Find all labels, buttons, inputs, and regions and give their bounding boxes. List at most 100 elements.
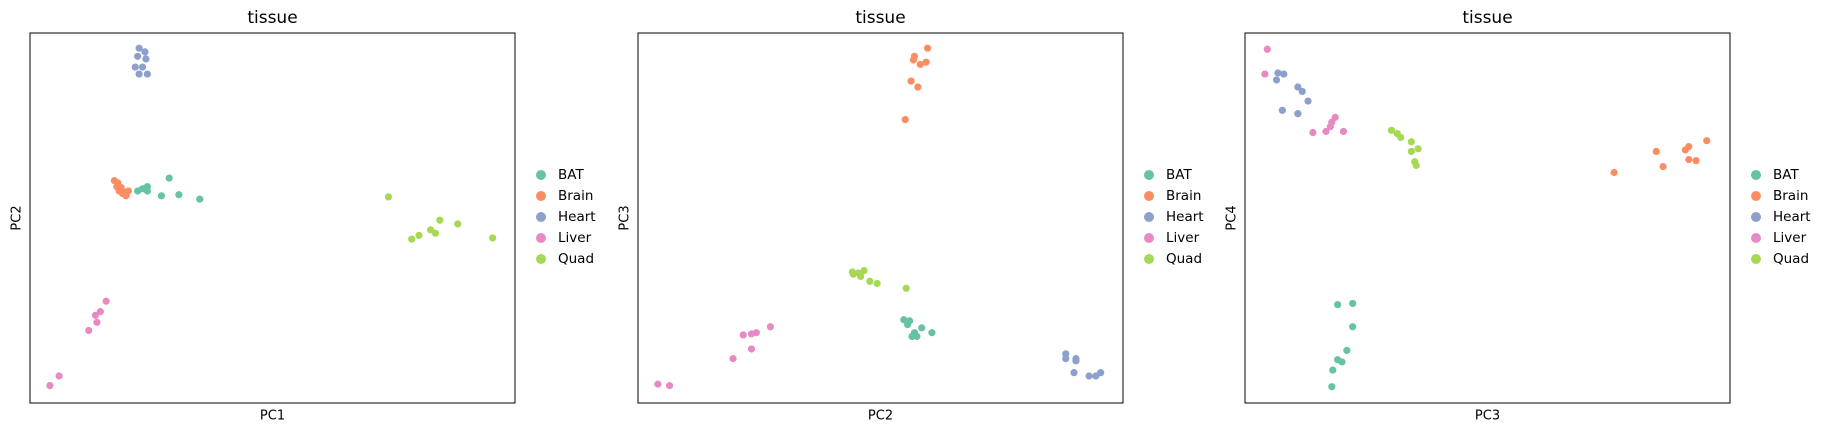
scatter-point: [1309, 128, 1317, 137]
scatter-point: [907, 77, 915, 85]
scatter-point: [1274, 69, 1282, 77]
scatter-point: [923, 44, 932, 52]
scatter-point: [91, 311, 100, 319]
scatter-point: [1097, 369, 1105, 377]
scatter-point: [408, 235, 416, 243]
scatter-panel: tissue PC3 PC4 BAT Brain Heart Liver Quad: [1225, 8, 1811, 424]
scatter-point: [1304, 97, 1312, 105]
legend: BAT Brain Heart Liver Quad: [1144, 167, 1204, 267]
scatter-point: [873, 279, 881, 288]
scatter-point: [85, 326, 93, 335]
scatter-point: [165, 174, 173, 182]
scatter-point: [196, 195, 204, 203]
scatter-point: [1280, 70, 1288, 78]
scatter-point: [729, 355, 737, 363]
scatter-point: [102, 297, 110, 305]
scatter-point: [1263, 45, 1271, 53]
y-axis-label: PC3: [618, 205, 633, 230]
legend-label: Liver: [1166, 230, 1200, 246]
scatter-point: [143, 187, 151, 195]
scatter-point: [1412, 161, 1420, 170]
scatter-point: [415, 231, 423, 239]
scatter-point: [928, 329, 936, 337]
scatter-point: [135, 70, 143, 78]
scatter-point: [119, 189, 127, 198]
scatter-point: [142, 55, 150, 63]
scatter-point: [1610, 168, 1618, 177]
legend-label: Brain: [1166, 188, 1201, 204]
scatter-point: [1397, 133, 1405, 141]
scatter-point: [1343, 346, 1351, 355]
legend-marker: [536, 170, 546, 180]
legend-marker: [536, 233, 546, 243]
legend-label: BAT: [1773, 167, 1799, 183]
chart-title: tissue: [247, 8, 297, 28]
legend-label: Heart: [1773, 209, 1811, 225]
scatter-point: [1681, 146, 1689, 154]
legend-label: Brain: [1773, 188, 1808, 204]
legend-marker: [1751, 254, 1761, 264]
scatter-point: [866, 277, 874, 285]
chart-title: tissue: [855, 8, 905, 28]
scatter-point: [1294, 83, 1302, 91]
scatter-point: [654, 380, 662, 388]
scatter-point: [384, 193, 393, 201]
scatter-point: [857, 272, 865, 281]
scatter-point: [134, 52, 142, 60]
scatter-point: [1703, 137, 1711, 145]
scatter-point: [489, 234, 497, 242]
scatter-point: [157, 192, 166, 200]
scatter-point: [766, 323, 775, 331]
legend-marker: [1751, 170, 1761, 180]
legend-marker: [1144, 191, 1154, 201]
scatter-point: [1414, 145, 1422, 153]
scatter-point: [1338, 358, 1346, 366]
legend-label: Heart: [1166, 209, 1204, 225]
scatter-point: [1685, 155, 1693, 164]
x-axis-label: PC1: [260, 409, 285, 424]
scatter-point: [1328, 383, 1336, 391]
scatter-point: [1070, 369, 1078, 377]
scatter-point: [1261, 70, 1269, 78]
scatter-point: [909, 56, 918, 64]
legend: BAT Brain Heart Liver Quad: [1751, 167, 1811, 267]
legend-label: Liver: [1773, 230, 1807, 246]
scatter-point: [93, 318, 101, 326]
legend-marker: [536, 191, 546, 201]
scatter-point: [1659, 162, 1667, 171]
legend-label: Quad: [558, 251, 594, 267]
legend-label: Liver: [558, 230, 592, 246]
scatter-point: [1294, 110, 1302, 118]
scatter-point: [913, 332, 921, 340]
scatter-point: [904, 320, 912, 329]
scatter-point: [860, 266, 868, 275]
chart-title: tissue: [1462, 8, 1512, 28]
legend-marker: [1144, 212, 1154, 222]
scatter-point: [138, 63, 147, 71]
scatter-point: [849, 270, 857, 278]
scatter-point: [1278, 106, 1286, 114]
legend-label: BAT: [1166, 167, 1192, 183]
scatter-point: [141, 48, 149, 56]
scatter-point: [747, 345, 756, 353]
scatter-point: [1407, 147, 1415, 155]
scatter-point: [1326, 123, 1334, 131]
legend-marker: [1751, 233, 1761, 243]
scatter-point: [902, 284, 910, 292]
scatter-point: [665, 382, 674, 390]
scatter-point: [1349, 299, 1357, 308]
legend-label: Heart: [558, 209, 596, 225]
legend-marker: [536, 212, 546, 222]
scatter-point: [46, 382, 54, 390]
scatter-point: [175, 191, 183, 199]
legend-marker: [536, 254, 546, 264]
scatter-point: [916, 60, 924, 69]
plot-frame: [29, 32, 516, 404]
plot-frame: [637, 32, 1124, 404]
scatter-point: [431, 229, 440, 237]
legend: BAT Brain Heart Liver Quad: [536, 167, 596, 267]
scatter-point: [1407, 138, 1415, 146]
scatter-point: [747, 330, 756, 338]
scatter-point: [1329, 366, 1337, 374]
